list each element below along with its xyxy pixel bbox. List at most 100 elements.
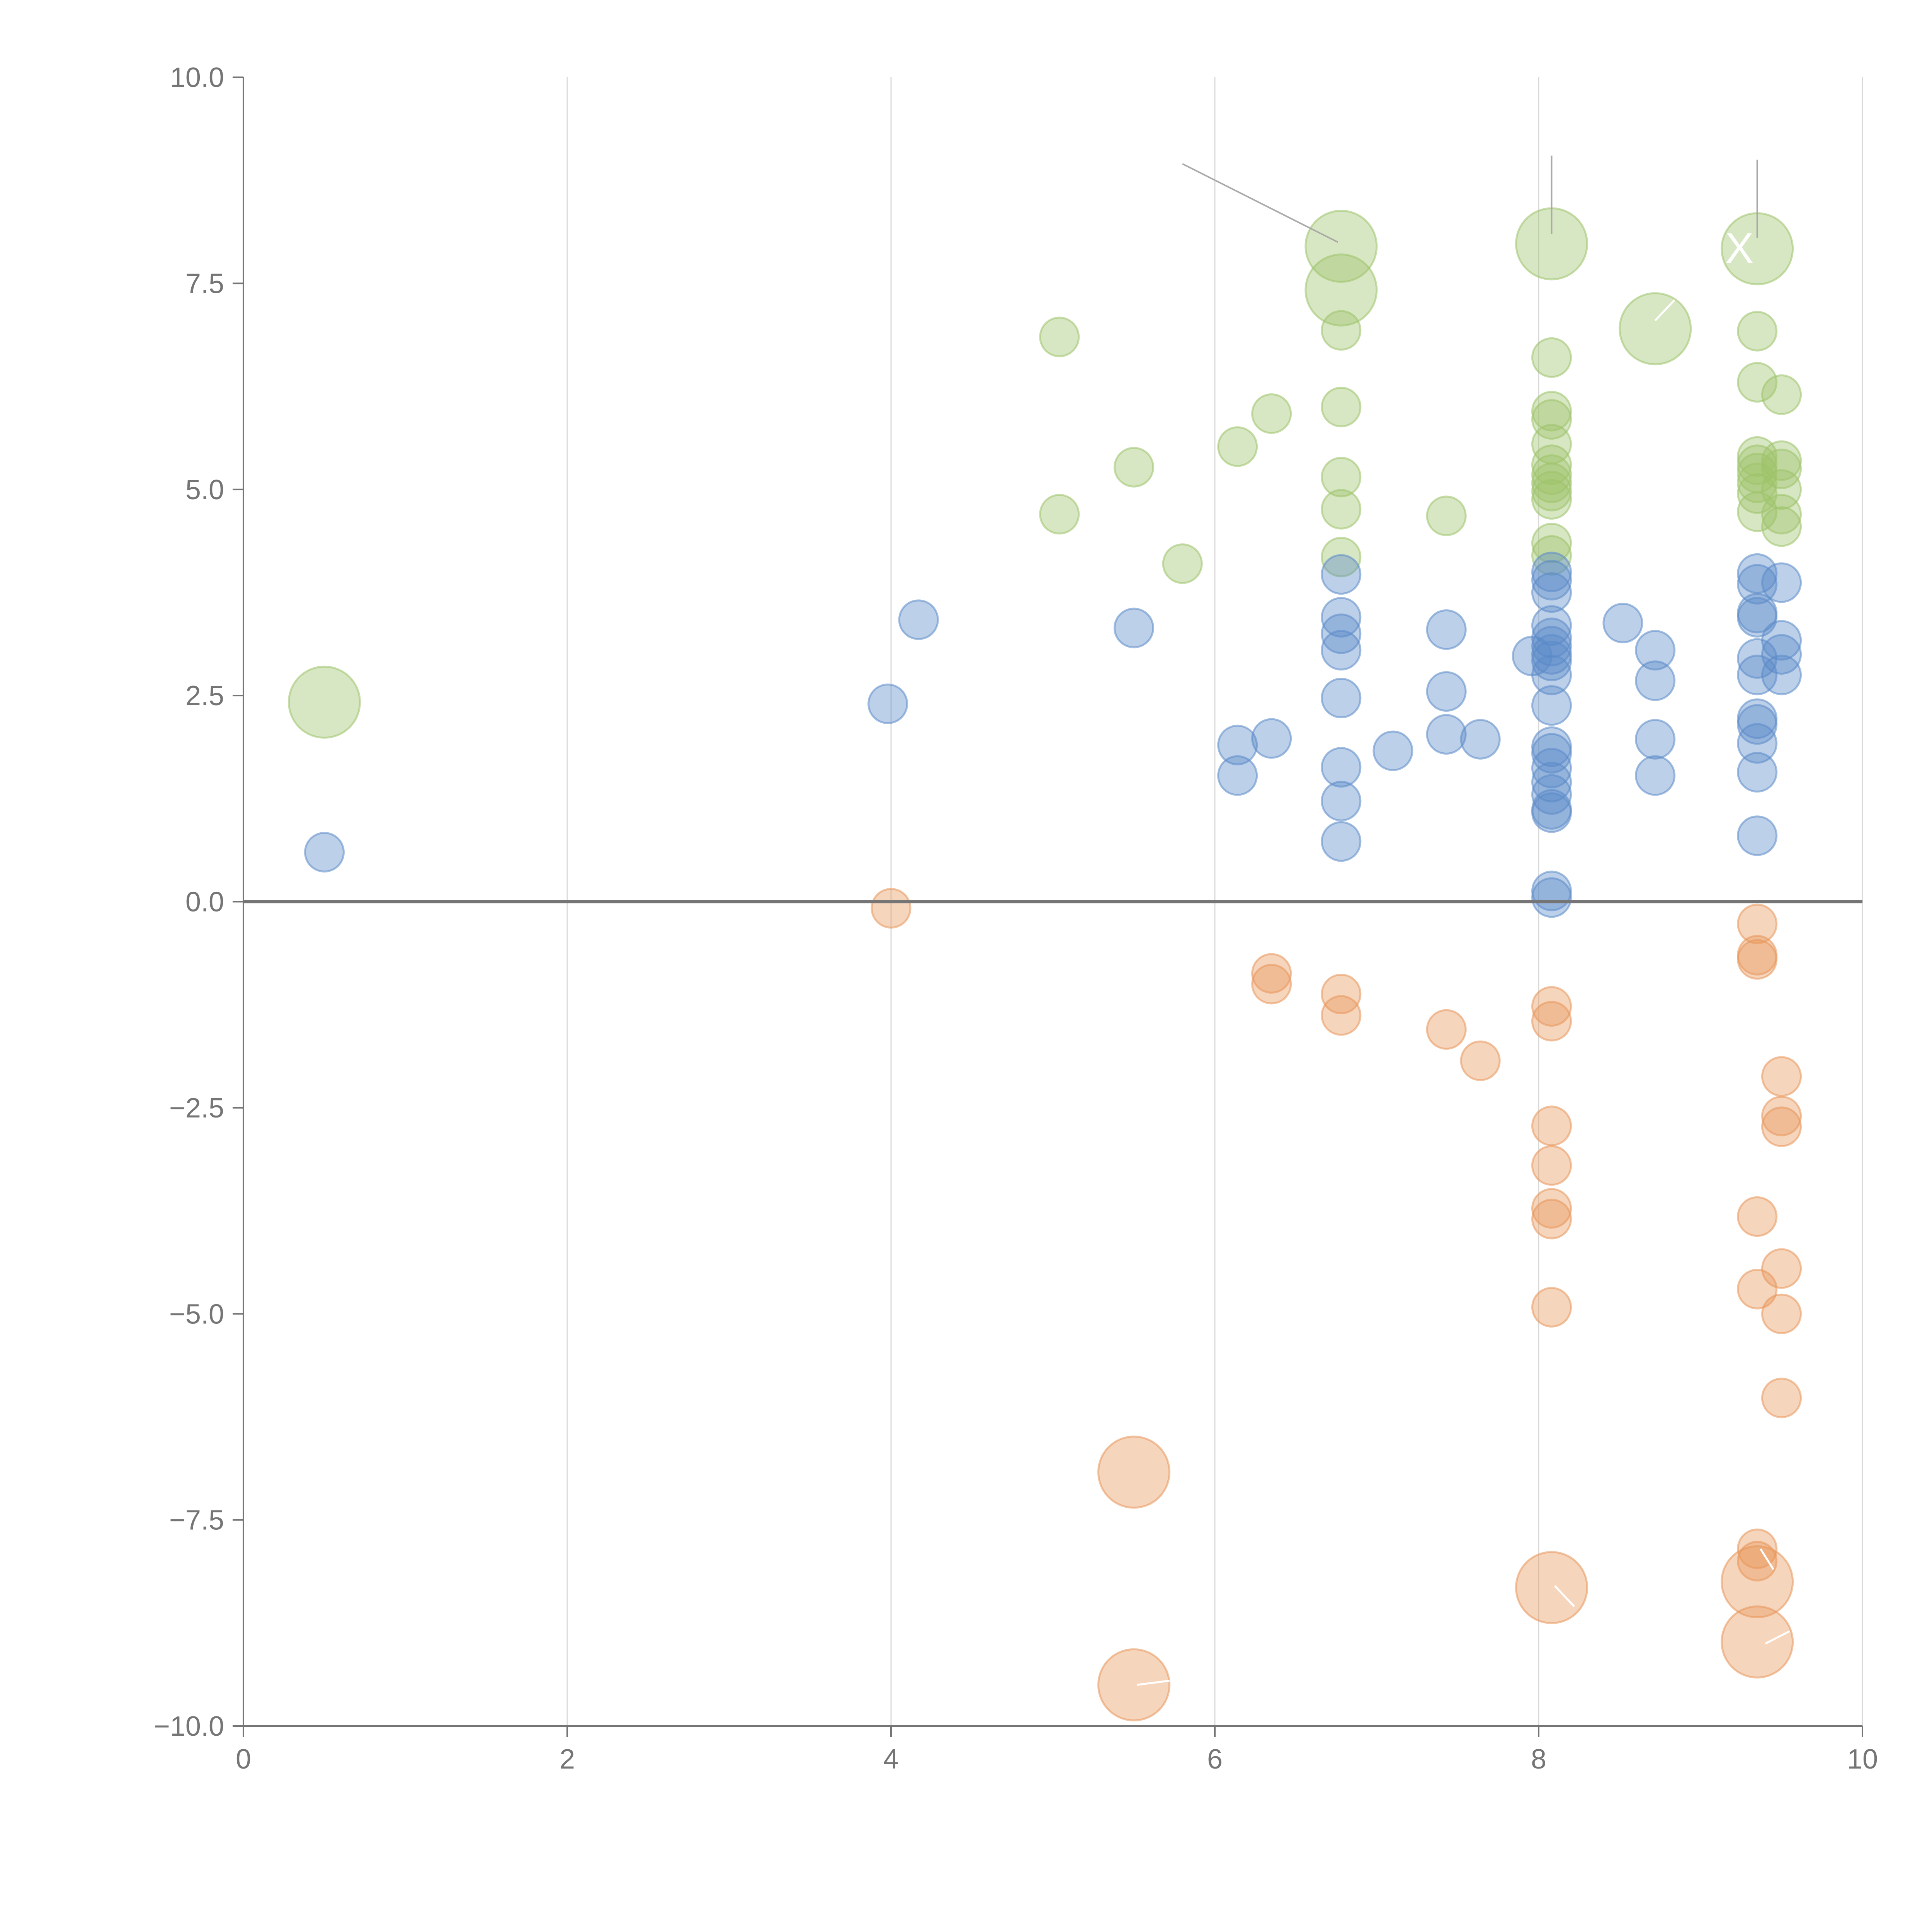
- annotation-white-line: [1654, 299, 1675, 321]
- bubble-blue: [1531, 792, 1572, 833]
- annotation-leader-line: [1182, 163, 1338, 243]
- bubble-blue: [1737, 752, 1778, 793]
- bubble-blue: [304, 832, 345, 872]
- bubble-blue: [1217, 724, 1258, 765]
- bubble-orange: [1531, 1287, 1572, 1328]
- bubble-orange: [1251, 964, 1292, 1005]
- bubble-orange: [1721, 1545, 1794, 1619]
- bubble-orange: [1761, 1095, 1802, 1136]
- bubble-orange: [1761, 1293, 1802, 1334]
- bubble-blue: [1321, 781, 1362, 821]
- bubble-orange: [1531, 1199, 1572, 1240]
- bubble-green: [288, 665, 361, 739]
- bubble-green: [1761, 494, 1802, 535]
- bubble-green: [1761, 448, 1802, 489]
- y-tick-label: 10.0: [170, 62, 224, 93]
- bubble-green: [1321, 489, 1362, 530]
- bubble-blue: [867, 683, 908, 724]
- bubble-green: [1321, 537, 1362, 578]
- bubble-green: [1531, 522, 1572, 563]
- bubble-green: [1162, 543, 1203, 584]
- bubble-blue: [1531, 655, 1572, 696]
- bubble-blue: [1602, 602, 1643, 643]
- bubble-blue: [1737, 723, 1778, 764]
- bubble-orange: [1721, 1605, 1794, 1679]
- bubble-blue: [1321, 747, 1362, 788]
- bubble-blue: [1531, 572, 1572, 613]
- annotation-mark-text: X: [1725, 224, 1753, 272]
- x-tick-label: 0: [236, 1744, 251, 1775]
- bubble-blue: [1761, 655, 1802, 696]
- y-tick-label: 2.5: [185, 680, 224, 711]
- bubble-green: [1761, 469, 1802, 510]
- x-tick-label: 10: [1847, 1744, 1878, 1775]
- bubble-green: [1761, 374, 1802, 415]
- bubble-orange: [1321, 995, 1362, 1036]
- x-tick-label: 2: [560, 1744, 575, 1775]
- bubble-blue: [1761, 634, 1802, 675]
- bubble-orange: [1737, 1196, 1778, 1237]
- bubble-blue: [1737, 815, 1778, 856]
- bubble-blue: [1531, 560, 1572, 600]
- bubble-orange: [1251, 953, 1292, 994]
- bubble-orange: [1761, 1106, 1802, 1147]
- bubble-green: [1304, 209, 1378, 283]
- bubble-blue: [1426, 609, 1467, 650]
- bubble-orange: [1531, 986, 1572, 1027]
- x-tick-label: 4: [883, 1744, 899, 1775]
- axes: 0 2 4 6 8 10 10.0 7.5 5.0 2.5 0.0 −2.5 −5.0 −7.5 −10.0: [154, 62, 1878, 1775]
- bubble-green: [1304, 253, 1378, 327]
- y-tick-label: −2.5: [169, 1093, 224, 1124]
- bubble-green: [1039, 316, 1080, 357]
- bubble-green: [1321, 310, 1362, 351]
- bubble-orange: [1761, 1056, 1802, 1097]
- bubble-blue: [1321, 597, 1362, 638]
- bubble-orange: [871, 888, 912, 929]
- bubble-green: [1321, 457, 1362, 498]
- bubble-orange: [1321, 973, 1362, 1014]
- bubble-green: [1619, 292, 1692, 366]
- bubble-blue: [1321, 613, 1362, 654]
- y-tick-label: −10.0: [154, 1711, 224, 1742]
- bubble-orange: [1097, 1648, 1170, 1721]
- bubble-orange: [1531, 1105, 1572, 1146]
- bubble-blue: [1426, 671, 1467, 712]
- bubble-blue: [1321, 630, 1362, 671]
- bubble-green: [1251, 393, 1292, 434]
- bubble-blue: [1531, 774, 1572, 815]
- annotation-white-line: [1759, 1548, 1774, 1570]
- bubble-green: [1761, 440, 1802, 481]
- annotation-white-line: [1765, 1630, 1790, 1645]
- bubble-blue: [1635, 755, 1676, 796]
- bubble-green: [1737, 311, 1778, 352]
- bubble-green: [1114, 447, 1154, 488]
- bubble-blue: [1761, 620, 1802, 661]
- bubble-green: [1321, 386, 1362, 427]
- bubble-blue: [1321, 554, 1362, 595]
- bubble-blue: [1372, 730, 1413, 771]
- bubble-green: [1426, 495, 1467, 536]
- x-tick-label: 6: [1207, 1744, 1223, 1775]
- bubble-blue: [1531, 605, 1572, 646]
- bubble-green: [1737, 362, 1778, 403]
- y-tick-label: −5.0: [169, 1299, 224, 1330]
- bubble-green: [1531, 454, 1572, 495]
- bubble-orange: [1737, 1541, 1778, 1582]
- bubble-orange: [1737, 903, 1778, 944]
- bubble-blue: [1737, 655, 1778, 696]
- bubble-orange: [1531, 1188, 1572, 1229]
- bubble-orange: [1426, 1009, 1467, 1050]
- series-orange: [871, 888, 1802, 1721]
- bubble-green: [1217, 426, 1258, 467]
- bubble-blue: [1460, 719, 1501, 760]
- bubble-green: [1531, 399, 1572, 440]
- bubble-green: [1039, 494, 1080, 535]
- bubble-blue: [1635, 719, 1676, 760]
- bubble-green: [1531, 535, 1572, 576]
- bubble-green: [1761, 506, 1802, 547]
- series-blue: [304, 551, 1802, 918]
- data-series: [288, 207, 1802, 1721]
- bubble-orange: [1097, 1435, 1170, 1509]
- annotation-white-line: [1554, 1585, 1575, 1607]
